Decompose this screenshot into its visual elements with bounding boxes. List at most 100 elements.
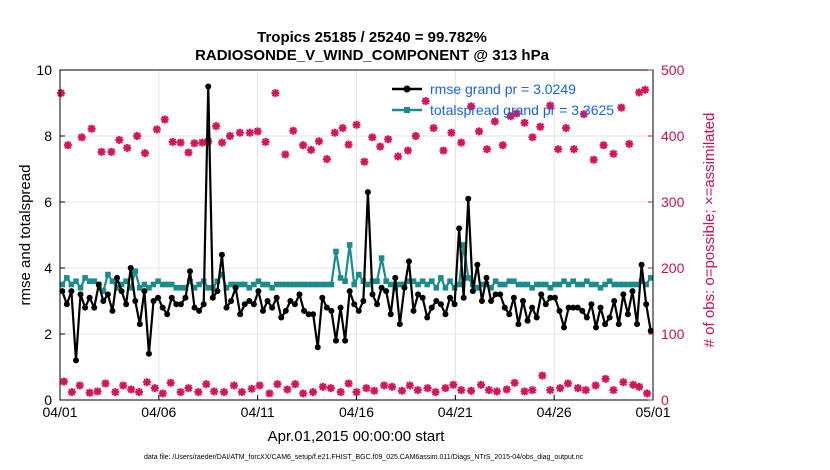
- obs-marker-d2: [380, 381, 388, 390]
- obs-marker-d2: [166, 379, 175, 387]
- obs-marker-d2: [414, 386, 422, 394]
- rmse-point: [351, 301, 358, 308]
- y-right-tick-label: 500: [661, 62, 685, 78]
- rmse-point: [63, 301, 70, 308]
- spread-point: [428, 278, 435, 284]
- spread-point: [643, 281, 649, 288]
- obs-marker-d2: [398, 387, 406, 395]
- rmse-point: [478, 298, 485, 304]
- rmse-point: [460, 294, 467, 301]
- obs-marker-d2: [421, 97, 430, 105]
- rmse-point: [164, 311, 171, 318]
- spread-point: [292, 281, 298, 288]
- rmse-point: [556, 307, 563, 314]
- obs-marker-d2: [344, 379, 353, 388]
- spread-point: [625, 281, 631, 288]
- rmse-point: [510, 294, 517, 301]
- rmse-point: [643, 301, 650, 308]
- obs-marker-d2: [323, 155, 331, 163]
- spread-point: [479, 281, 485, 288]
- rmse-point: [588, 301, 595, 308]
- rmse-point: [574, 304, 581, 311]
- rmse-point: [474, 261, 481, 268]
- rmse-point: [301, 307, 308, 314]
- y-tick-label: 0: [44, 392, 52, 408]
- rmse-point: [132, 298, 139, 304]
- obs-marker-d2: [635, 383, 643, 391]
- rmse-point: [118, 288, 125, 295]
- obs-marker-d2: [184, 148, 193, 157]
- obs-marker-d2: [485, 386, 493, 394]
- obs-marker-d2: [327, 384, 335, 392]
- spread-point: [515, 281, 522, 288]
- rmse-point: [620, 291, 627, 298]
- obs-marker-d2: [168, 138, 177, 146]
- spread-point: [410, 278, 417, 284]
- chart-title-line2: RADIOSONDE_V_WIND_COMPONENT @ 313 hPa: [195, 47, 550, 64]
- spread-point: [255, 278, 262, 284]
- rmse-point: [602, 321, 609, 328]
- spread-point: [524, 281, 531, 288]
- rmse-point: [488, 298, 495, 304]
- obs-marker-d2: [273, 380, 282, 388]
- obs-marker-d2: [641, 86, 649, 94]
- obs-marker-d2: [520, 387, 529, 396]
- rmse-point: [214, 288, 221, 295]
- rmse-point: [456, 225, 463, 232]
- obs-marker-d2: [449, 381, 458, 389]
- spread-point: [77, 285, 84, 291]
- obs-marker-d2: [580, 110, 588, 118]
- spread-point: [351, 281, 358, 288]
- rmse-point: [615, 321, 622, 328]
- obs-marker-d2: [176, 388, 185, 396]
- spread-point: [237, 281, 243, 288]
- rmse-point: [469, 288, 476, 295]
- rmse-point: [59, 288, 66, 295]
- rmse-point: [346, 288, 353, 295]
- spread-point: [634, 281, 640, 288]
- spread-point: [273, 281, 280, 288]
- spread-point: [346, 242, 353, 248]
- spread-point: [570, 278, 576, 284]
- rmse-point: [415, 291, 422, 298]
- obs-marker-d2: [388, 383, 396, 391]
- obs-marker-d2: [619, 378, 628, 386]
- obs-marker-d2: [344, 140, 353, 149]
- rmse-point: [109, 307, 116, 314]
- spread-point: [397, 281, 403, 288]
- spread-point: [164, 281, 170, 288]
- obs-marker-d2: [429, 124, 438, 132]
- obs-marker-d2: [271, 89, 280, 97]
- obs-marker-d2: [218, 138, 226, 147]
- obs-marker-d2: [477, 381, 485, 389]
- rmse-point: [287, 298, 294, 304]
- obs-marker-d2: [510, 379, 519, 387]
- spread-point: [456, 281, 462, 288]
- obs-marker-d2: [127, 385, 135, 394]
- obs-marker-d2: [93, 387, 102, 396]
- obs-marker-d2: [528, 386, 537, 394]
- rmse-point: [492, 291, 499, 298]
- spread-point: [447, 278, 453, 284]
- spread-point: [647, 275, 654, 281]
- spread-point: [424, 281, 431, 288]
- y-right-tick-label: 100: [661, 326, 685, 342]
- obs-marker-d2: [153, 125, 161, 134]
- obs-marker-d2: [76, 381, 84, 390]
- spread-point: [387, 281, 394, 288]
- obs-marker-d2: [78, 133, 86, 142]
- obs-marker-d2: [360, 158, 369, 166]
- obs-marker-d2: [119, 381, 127, 390]
- spread-point: [606, 278, 613, 284]
- spread-point: [264, 281, 271, 288]
- spread-point: [150, 281, 157, 288]
- rmse-point: [278, 314, 285, 321]
- obs-marker-d2: [625, 140, 633, 148]
- obs-marker-d2: [107, 148, 116, 156]
- obs-marker-d2: [384, 135, 392, 144]
- spread-point: [127, 285, 134, 291]
- obs-marker-d2: [503, 385, 511, 394]
- obs-marker-d2: [609, 150, 618, 158]
- obs-marker-d2: [123, 144, 131, 152]
- rmse-point: [342, 337, 349, 344]
